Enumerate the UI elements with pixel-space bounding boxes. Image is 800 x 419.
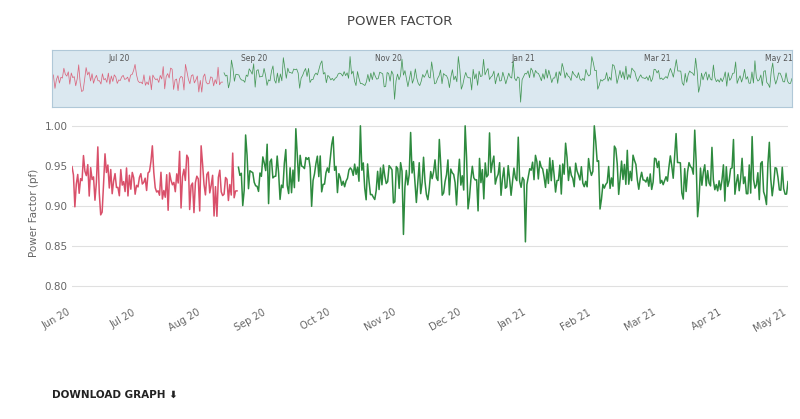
- Text: Sep 20: Sep 20: [241, 54, 267, 63]
- Text: POWER FACTOR: POWER FACTOR: [347, 15, 453, 28]
- Text: May 21: May 21: [765, 54, 793, 63]
- Text: Jan 21: Jan 21: [511, 54, 534, 63]
- Text: DOWNLOAD GRAPH ⬇: DOWNLOAD GRAPH ⬇: [52, 390, 178, 400]
- Y-axis label: Power Factor (pf): Power Factor (pf): [29, 168, 39, 257]
- Text: Mar 21: Mar 21: [644, 54, 670, 63]
- Text: Jul 20: Jul 20: [109, 54, 130, 63]
- Text: Nov 20: Nov 20: [375, 54, 402, 63]
